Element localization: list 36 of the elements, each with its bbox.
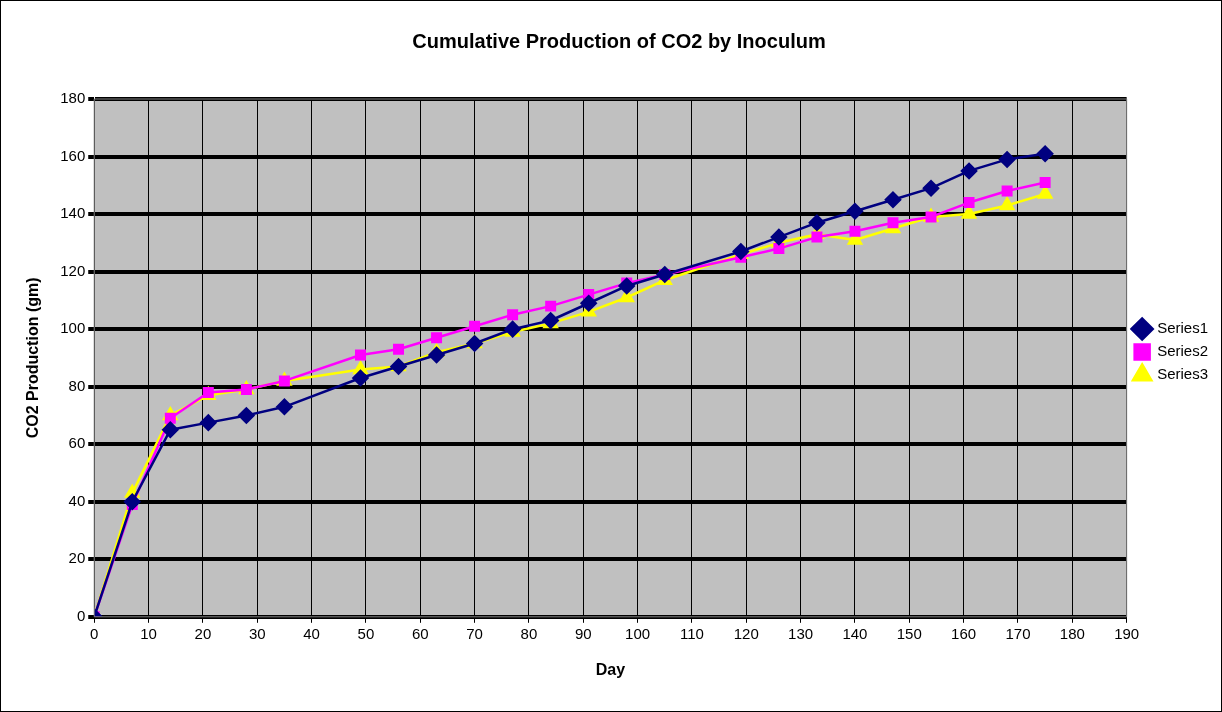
y-tick-label: 120 (60, 261, 86, 279)
x-tick-label: 0 (90, 624, 99, 642)
y-tick-label: 40 (68, 491, 86, 509)
x-axis-title: Day (595, 660, 626, 678)
x-tick-label: 160 (951, 624, 977, 642)
y-tick-label: 80 (68, 376, 86, 394)
x-tick-label: 140 (842, 624, 868, 642)
y-tick-label: 140 (60, 204, 86, 222)
x-tick-label: 120 (733, 624, 759, 642)
legend-label: Series3 (1157, 365, 1208, 383)
x-tick-label: 20 (194, 624, 212, 642)
x-tick-label: 190 (1114, 624, 1140, 642)
x-tick-label: 50 (357, 624, 375, 642)
x-tick-label: 110 (679, 624, 704, 642)
legend-label: Series1 (1157, 319, 1208, 337)
y-tick-label: 0 (76, 606, 86, 624)
x-tick-label: 100 (625, 624, 651, 642)
x-tick-label: 70 (466, 624, 483, 642)
y-axis-title: CO2 Production (gm) (24, 277, 42, 439)
x-tick-label: 170 (1005, 624, 1031, 642)
x-tick-label: 80 (520, 624, 538, 642)
y-tick-label: 20 (68, 549, 86, 567)
y-tick-label: 180 (60, 89, 86, 107)
legend-label: Series2 (1157, 342, 1208, 360)
chart-title: Cumulative Production of CO2 by Inoculum (412, 29, 826, 52)
x-tick-label: 180 (1059, 624, 1085, 642)
x-tick-label: 30 (248, 624, 266, 642)
y-tick-label: 60 (68, 434, 86, 452)
y-tick-label: 160 (60, 146, 86, 164)
x-tick-label: 130 (788, 624, 814, 642)
x-tick-label: 10 (140, 624, 157, 642)
x-tick-label: 90 (574, 624, 592, 642)
x-tick-label: 60 (411, 624, 429, 642)
x-tick-label: 150 (896, 624, 922, 642)
y-tick-label: 100 (60, 319, 86, 337)
x-tick-label: 40 (303, 624, 320, 642)
